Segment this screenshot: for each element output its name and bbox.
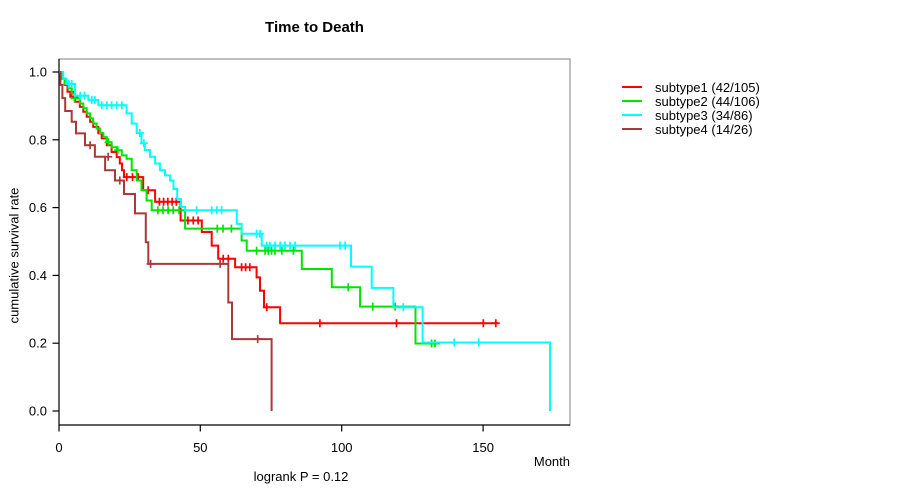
axis-lines [58, 59, 570, 426]
y-tick-label: 0.4 [29, 268, 47, 283]
y-tick-label: 0.2 [29, 336, 47, 351]
censor-marks-subtype3 [64, 79, 483, 347]
curve-subtype1 [59, 71, 499, 325]
legend-line-swatch [622, 128, 642, 130]
x-tick-label: 100 [331, 440, 353, 455]
censor-marks-subtype4 [86, 141, 262, 344]
y-tick-label: 0.6 [29, 200, 47, 215]
plot-box [58, 58, 571, 426]
y-tick-label: 1.0 [29, 65, 47, 80]
legend-item-subtype4: subtype4 (14/26) [622, 121, 760, 137]
legend-line-swatch [622, 114, 642, 116]
y-tick-label: 0.0 [29, 404, 47, 419]
curve-subtype3 [59, 71, 551, 411]
curve-subtype2 [59, 71, 441, 345]
x-axis-title: Month [533, 454, 570, 469]
legend-line-swatch [622, 100, 642, 102]
chart-title: Time to Death [265, 19, 364, 36]
x-tick-label: 0 [55, 440, 62, 455]
censor-marks-subtype2 [70, 94, 439, 348]
legend-item-subtype3: subtype3 (34/86) [622, 107, 760, 123]
x-tick-label: 50 [193, 440, 207, 455]
legend-label: subtype4 (14/26) [655, 121, 753, 137]
legend-line-swatch [622, 86, 642, 88]
legend-item-subtype2: subtype2 (44/106) [622, 93, 760, 109]
curve-subtype4 [59, 71, 273, 411]
legend-label: subtype1 (42/105) [655, 79, 760, 95]
legend-label: subtype3 (34/86) [655, 107, 753, 123]
logrank-annotation: logrank P = 0.12 [253, 469, 349, 484]
y-axis-title: cumulative survival rate [6, 187, 22, 324]
x-tick-label: 150 [472, 440, 494, 455]
legend-item-subtype1: subtype1 (42/105) [622, 79, 760, 95]
y-tick-label: 0.8 [29, 132, 47, 147]
legend-label: subtype2 (44/106) [655, 93, 760, 109]
legend: subtype1 (42/105) subtype2 (44/106) subtyp… [622, 79, 760, 137]
